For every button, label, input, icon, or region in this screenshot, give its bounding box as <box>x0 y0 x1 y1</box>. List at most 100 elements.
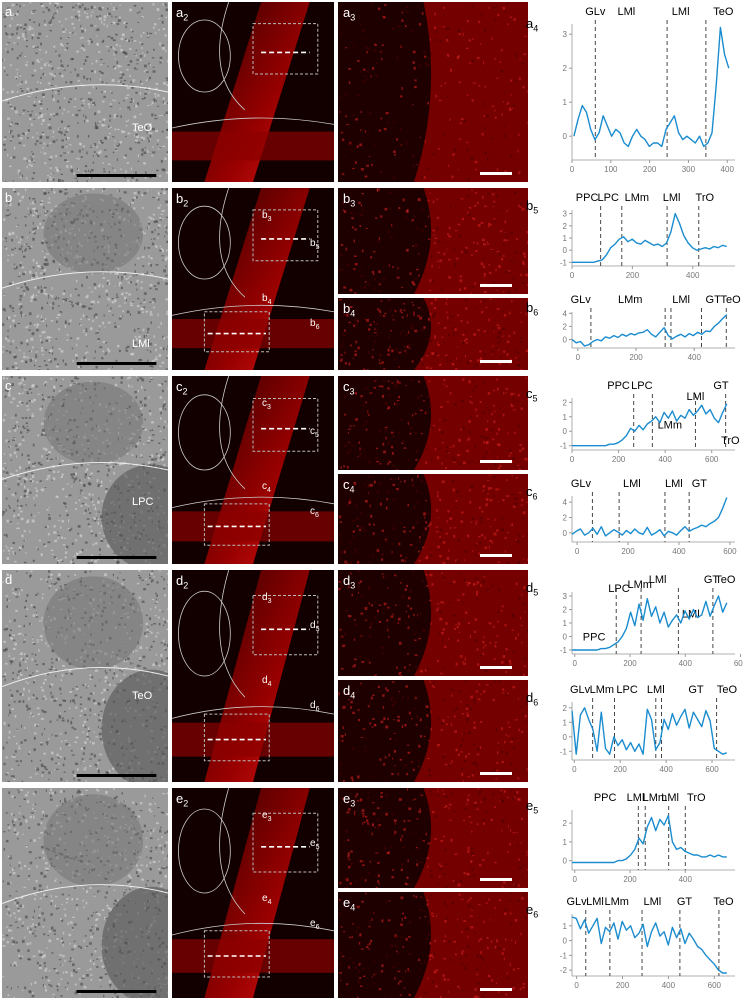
chart-panel-label: b6 <box>526 300 539 318</box>
zoom-texture <box>338 2 528 182</box>
chart-panel-label: d6 <box>526 690 539 708</box>
x-tick-label: 200 <box>612 455 626 464</box>
zoom-panel-label: c4 <box>343 477 355 495</box>
roi-box-label: e5 <box>310 838 320 851</box>
intensity-profile-line <box>572 213 727 264</box>
y-tick-label: 0 <box>563 937 568 946</box>
region-label: TeO <box>721 294 742 306</box>
histology-region-label: TeO <box>132 122 153 134</box>
y-tick-label: 0 <box>563 857 568 866</box>
intensity-profile-line <box>571 916 727 974</box>
y-tick-label: 2 <box>563 64 568 73</box>
zoom-panel-label: b4 <box>343 301 356 319</box>
x-tick-label: 300 <box>682 165 696 174</box>
region-label: PPC <box>594 792 617 804</box>
x-tick-label: 400 <box>672 547 686 556</box>
x-tick-label: 200 <box>643 165 657 174</box>
region-label: TeO <box>713 896 734 908</box>
x-tick-label: 100 <box>604 165 618 174</box>
roi-box-label: d4 <box>262 675 272 688</box>
roi-box-label: b3 <box>262 210 272 223</box>
region-label: LPC <box>598 192 619 204</box>
intensity-profile-line <box>571 497 728 537</box>
x-tick-label: 200 <box>616 981 630 990</box>
y-tick-label: 4 <box>563 309 568 318</box>
x-tick-label: 400 <box>659 765 673 774</box>
profile-chart-a4: 0 100 200 300 400 0 1 2 3 GLv LMl LMl TeO <box>563 6 735 174</box>
zoom-panel-d3 <box>338 570 528 676</box>
zoom-panel-label: c3 <box>343 379 355 397</box>
region-label: PPC <box>607 380 630 392</box>
region-label: LPC <box>616 684 637 696</box>
roi-box-label: b6 <box>310 318 320 331</box>
roi-box-label: c6 <box>310 506 319 519</box>
region-label: LMl <box>649 574 667 586</box>
zoom-texture <box>338 474 528 564</box>
x-tick-label: 0 <box>573 875 578 884</box>
zoom-panel-d4 <box>338 680 528 782</box>
x-tick-label: 400 <box>662 981 676 990</box>
roi-box-label: d5 <box>310 620 320 633</box>
region-label: GLv <box>570 684 591 696</box>
x-tick-label: 600 <box>705 455 719 464</box>
zoom-texture <box>338 188 528 294</box>
intensity-profile-line <box>571 707 728 755</box>
roi-box-label: d3 <box>262 592 272 605</box>
histology-texture <box>2 376 168 564</box>
region-label: TeO <box>713 6 734 18</box>
region-label: LPC <box>608 583 629 595</box>
region-label: GT <box>706 294 722 306</box>
y-tick-label: 1 <box>563 838 568 847</box>
region-label: GLv <box>571 478 592 490</box>
zoom-panel-label: d3 <box>343 573 356 591</box>
region-label: LMl <box>623 478 641 490</box>
x-tick-label: 0 <box>570 271 575 280</box>
roi-box-label: b5 <box>310 238 320 251</box>
region-label: TrO <box>696 192 715 204</box>
region-label: TrO <box>687 792 706 804</box>
fluorescence-panel-a <box>172 2 334 182</box>
chart-panel-label: e6 <box>526 902 539 920</box>
histology-region-label: TeO <box>132 690 153 702</box>
roi-box-label: e3 <box>262 810 272 823</box>
region-label: LMm <box>627 579 651 591</box>
histology-texture <box>2 570 168 782</box>
intensity-profile-line <box>572 403 728 447</box>
y-tick-label: 4 <box>563 498 568 507</box>
region-label: TeO <box>715 574 736 586</box>
zoom-panel-label: e4 <box>343 895 356 913</box>
zoom-texture <box>338 892 528 998</box>
y-tick-label: 3 <box>563 592 568 601</box>
x-tick-label: 0 <box>576 353 581 362</box>
chart-panel-label: c6 <box>526 484 538 502</box>
x-tick-label: 600 <box>723 547 737 556</box>
histology-panel-label: b <box>5 190 13 205</box>
y-tick-label: 2 <box>563 398 568 407</box>
x-tick-label: 400 <box>679 659 693 668</box>
region-label: TrO <box>721 435 740 447</box>
y-tick-label: 1 <box>563 234 568 243</box>
region-label: GT <box>704 574 720 586</box>
y-tick-label: 3 <box>563 210 568 219</box>
x-tick-label: 400 <box>688 353 702 362</box>
zoom-panel-b3 <box>338 188 528 294</box>
y-tick-label: 0 <box>563 246 568 255</box>
roi-box-label: e4 <box>262 893 272 906</box>
fluorescence-panel-label: c2 <box>176 379 188 397</box>
x-tick-label: 200 <box>621 547 635 556</box>
region-label: LMl <box>586 896 604 908</box>
y-tick-label: 0 <box>563 335 568 344</box>
histology-panel-label: a <box>5 4 13 19</box>
region-label: LMl <box>647 684 665 696</box>
region-label: GT <box>688 684 704 696</box>
zoom-panel-c3 <box>338 376 528 470</box>
region-label: LMl <box>665 478 683 490</box>
region-label: GT <box>713 380 729 392</box>
histology-texture <box>2 2 168 182</box>
x-tick-label: 400 <box>679 875 693 884</box>
fluorescence-panel-label: b2 <box>176 191 189 209</box>
fluorescence-texture <box>172 376 334 564</box>
